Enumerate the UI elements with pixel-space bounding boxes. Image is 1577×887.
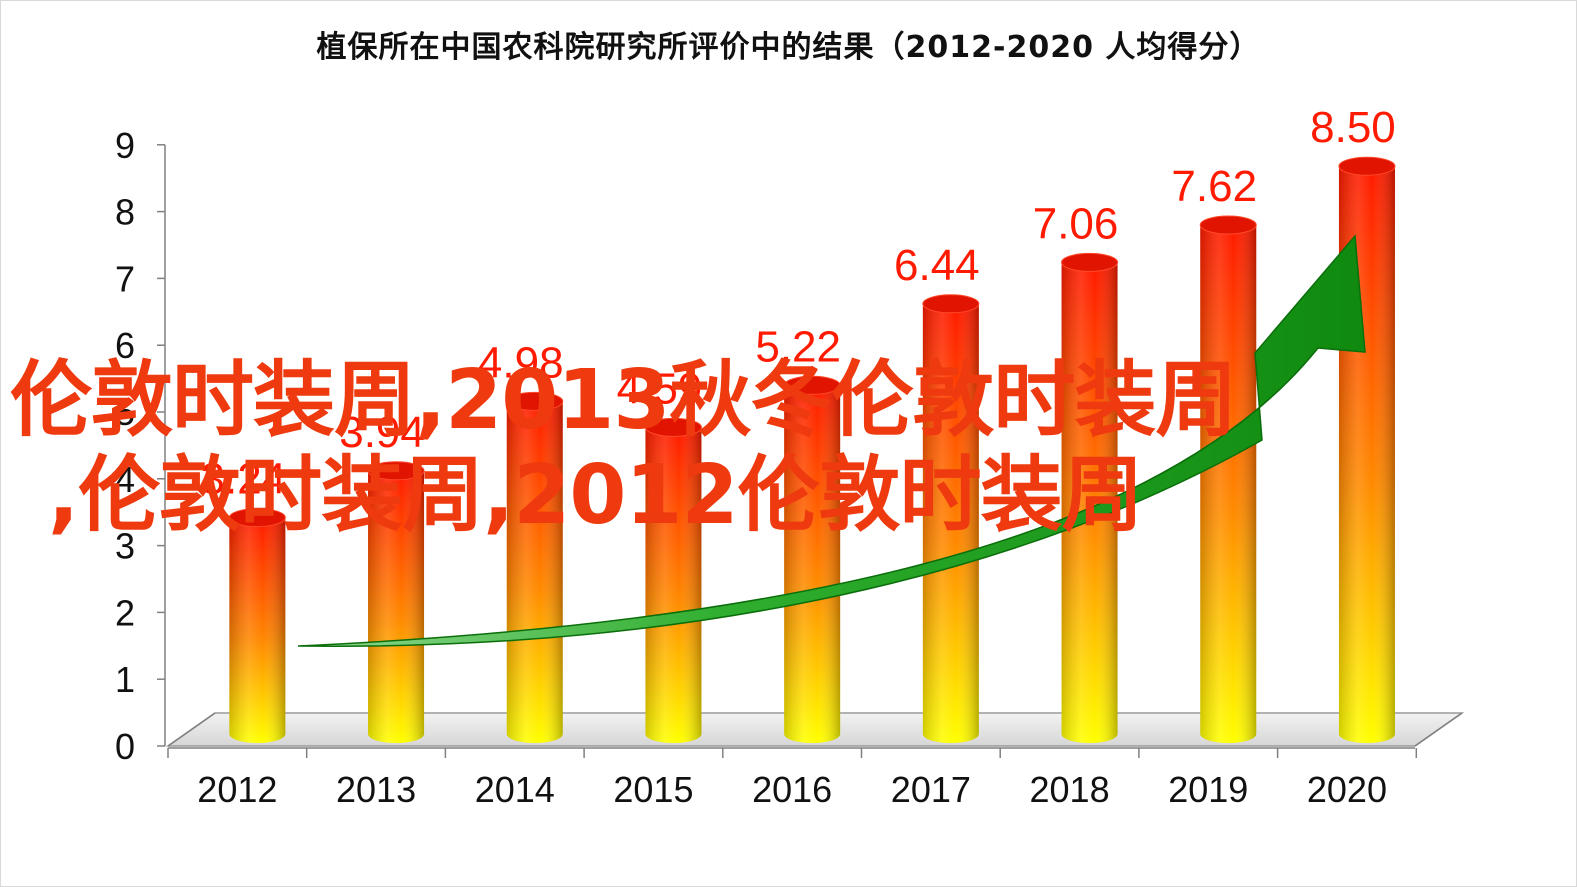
bar-top-cap	[367, 461, 425, 481]
chart-data-labels: 3.24 3.94 4.98 4.59 5.22 6.44 7.06 7.62 8.50	[201, 103, 1396, 503]
bar-top-cap	[228, 508, 286, 528]
bar-top-cap	[783, 375, 841, 395]
bar-top-cap	[1199, 215, 1257, 235]
bar	[783, 375, 841, 743]
x-tick-label: 2017	[891, 769, 971, 810]
chart-bars	[228, 156, 1396, 743]
data-label: 5.22	[755, 322, 841, 371]
data-label: 8.50	[1310, 103, 1396, 152]
y-tick-label: 6	[115, 325, 135, 366]
y-tick-label: 3	[115, 526, 135, 567]
x-tick-label: 2019	[1168, 769, 1248, 810]
bar-shading	[1200, 224, 1257, 743]
bar	[1199, 215, 1257, 743]
y-tick-label: 5	[115, 392, 135, 433]
overlay-text-line-2: ,伦敦时装周,2012伦敦时装周	[48, 448, 1144, 543]
bar-shading	[368, 470, 425, 743]
y-tick-label: 4	[115, 459, 135, 500]
chart-title: 植保所在中国农科院研究所评价中的结果（2012-2020 人均得分）	[316, 30, 1261, 65]
bar-shading	[645, 427, 702, 743]
bar-shading	[506, 401, 563, 743]
trend-arrow-shape	[297, 234, 1366, 647]
x-tick-label: 2018	[1030, 769, 1110, 810]
y-tick-label: 0	[115, 726, 135, 767]
trend-arrow	[297, 234, 1366, 647]
x-tick-label: 2020	[1307, 769, 1387, 810]
data-label: 7.06	[1033, 199, 1119, 248]
y-tick-label: 9	[115, 125, 135, 166]
data-label: 4.98	[478, 338, 564, 387]
floor-edge-right	[1414, 712, 1463, 747]
x-tick-label: 2015	[613, 769, 693, 810]
overlay-text-line-1: 伦敦时装周,2013秋冬伦敦时装周	[10, 353, 1237, 448]
data-label: 6.44	[894, 241, 980, 290]
bar	[1061, 252, 1119, 743]
bar-top-cap	[1338, 156, 1396, 176]
y-tick-label: 1	[115, 659, 135, 700]
data-label: 4.59	[617, 364, 703, 413]
x-tick-label: 2014	[475, 769, 555, 810]
bar-top-cap	[506, 391, 564, 411]
y-tick-label: 8	[115, 192, 135, 233]
chart-axes: 0 1 2 3 4 5 6 7 8 9 2012 2013 2014 2015 2016 2017 2018 20…	[115, 125, 1418, 810]
bar-shading	[784, 385, 841, 743]
bar	[228, 508, 286, 743]
bar-shading	[1061, 262, 1118, 743]
bar-shading	[922, 303, 979, 743]
data-label: 3.24	[201, 455, 287, 504]
data-label: 7.62	[1171, 162, 1257, 211]
x-tick-label: 2013	[336, 769, 416, 810]
bar-top-cap	[1061, 252, 1119, 272]
bar-shading	[229, 517, 286, 743]
y-tick-label: 2	[115, 592, 135, 633]
bar	[644, 417, 702, 743]
y-tick-label: 7	[115, 258, 135, 299]
bar	[506, 391, 564, 743]
bar	[922, 294, 980, 743]
bar	[367, 461, 425, 743]
x-tick-label: 2016	[752, 769, 832, 810]
data-label: 3.94	[339, 408, 425, 457]
bar-top-cap	[644, 417, 702, 437]
floor-edge-left	[167, 712, 216, 747]
x-tick-label: 2012	[197, 769, 277, 810]
bar-top-cap	[922, 294, 980, 314]
